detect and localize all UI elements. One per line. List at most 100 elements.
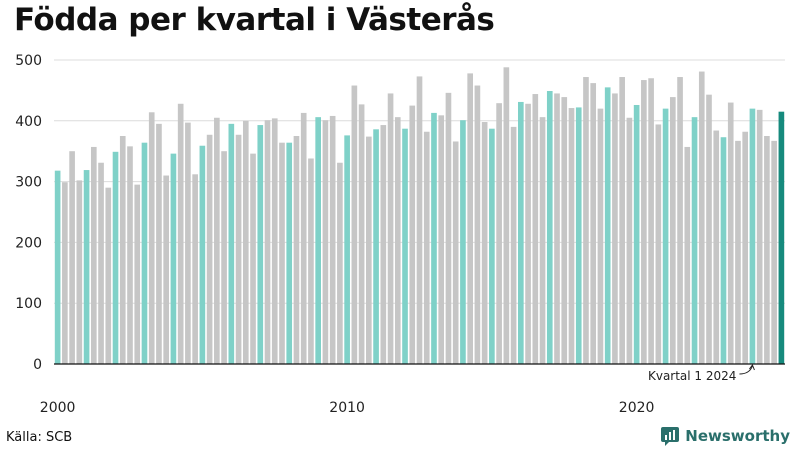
bar (590, 83, 597, 364)
bar (170, 153, 177, 364)
x-axis-labels: 2000 2010 2020 (40, 400, 655, 416)
bar (337, 162, 343, 364)
bar (177, 103, 184, 364)
bar (264, 120, 271, 364)
bar (69, 151, 75, 364)
bar (626, 117, 633, 364)
bar (452, 141, 459, 364)
y-tick-label: 100 (15, 296, 42, 312)
bar (250, 153, 256, 364)
bar (271, 118, 278, 365)
bar (691, 117, 698, 365)
y-axis-labels: 0 100 200 300 400 500 (15, 53, 42, 373)
bar (575, 107, 582, 365)
bar (677, 77, 683, 365)
bar (771, 140, 777, 364)
bar (423, 131, 430, 364)
bar (206, 134, 213, 364)
x-tick-label: 2010 (329, 400, 365, 416)
bar (387, 93, 394, 364)
bar (742, 131, 749, 364)
bar (62, 182, 68, 364)
bar (214, 117, 220, 364)
bar (286, 142, 293, 364)
bar (199, 145, 206, 364)
bar (510, 126, 517, 364)
bar (416, 76, 423, 365)
bar (134, 184, 141, 364)
bar (727, 102, 734, 364)
bar (156, 123, 162, 364)
bar (749, 108, 756, 364)
bar (54, 170, 61, 364)
bar (460, 120, 466, 364)
bar (525, 103, 531, 364)
bar (684, 146, 691, 364)
bar (394, 117, 401, 365)
bar (358, 104, 365, 364)
bar (257, 125, 264, 364)
bar (532, 94, 539, 365)
bar (568, 108, 575, 364)
bar (308, 158, 314, 364)
bar (366, 136, 372, 364)
bar (185, 122, 191, 365)
bar (735, 140, 741, 364)
bar (496, 103, 502, 365)
annotations: Kvartal 1 2024 (648, 363, 755, 383)
bar (619, 77, 625, 365)
bar (90, 146, 97, 364)
y-tick-label: 300 (15, 175, 42, 191)
bar (641, 80, 647, 364)
bar (402, 128, 408, 364)
bar (698, 71, 705, 365)
annotation-arrowhead (749, 363, 755, 371)
bars (54, 67, 785, 365)
bar (713, 130, 720, 364)
y-tick-label: 500 (15, 53, 42, 69)
bar (221, 151, 227, 364)
chart-title: Födda per kvartal i Västerås (14, 2, 495, 38)
bar (148, 112, 155, 364)
annotation-label: Kvartal 1 2024 (648, 369, 736, 383)
bar (481, 122, 488, 365)
bar (192, 174, 198, 364)
bar (141, 142, 148, 364)
bar (583, 77, 589, 365)
bar (112, 151, 119, 364)
bar (445, 92, 452, 364)
bar (489, 128, 495, 364)
bar (655, 124, 662, 364)
bar (344, 135, 350, 364)
bar (662, 108, 669, 364)
bar (163, 175, 170, 364)
bar (756, 109, 763, 364)
brand: Newsworthy (660, 426, 790, 446)
newsworthy-logo-icon (661, 427, 680, 446)
bar (373, 129, 379, 364)
bar (474, 85, 481, 364)
bar (315, 117, 321, 365)
bar (764, 136, 770, 364)
bar (322, 120, 329, 364)
bar (554, 93, 560, 364)
bar (604, 87, 611, 365)
brand-name: Newsworthy (685, 427, 790, 445)
bar (76, 180, 83, 364)
bar (242, 120, 249, 364)
bar (127, 146, 133, 364)
annotation-arrow (739, 365, 753, 375)
bar (300, 112, 307, 365)
bar (293, 136, 300, 364)
bar (778, 111, 785, 365)
x-tick-label: 2000 (40, 400, 76, 416)
bar (329, 115, 336, 364)
source-note: Källa: SCB (6, 430, 73, 445)
bar (669, 97, 676, 364)
bar (380, 125, 387, 364)
bar (98, 162, 104, 364)
bar (539, 117, 546, 365)
bar (633, 104, 640, 365)
bar (706, 94, 712, 364)
